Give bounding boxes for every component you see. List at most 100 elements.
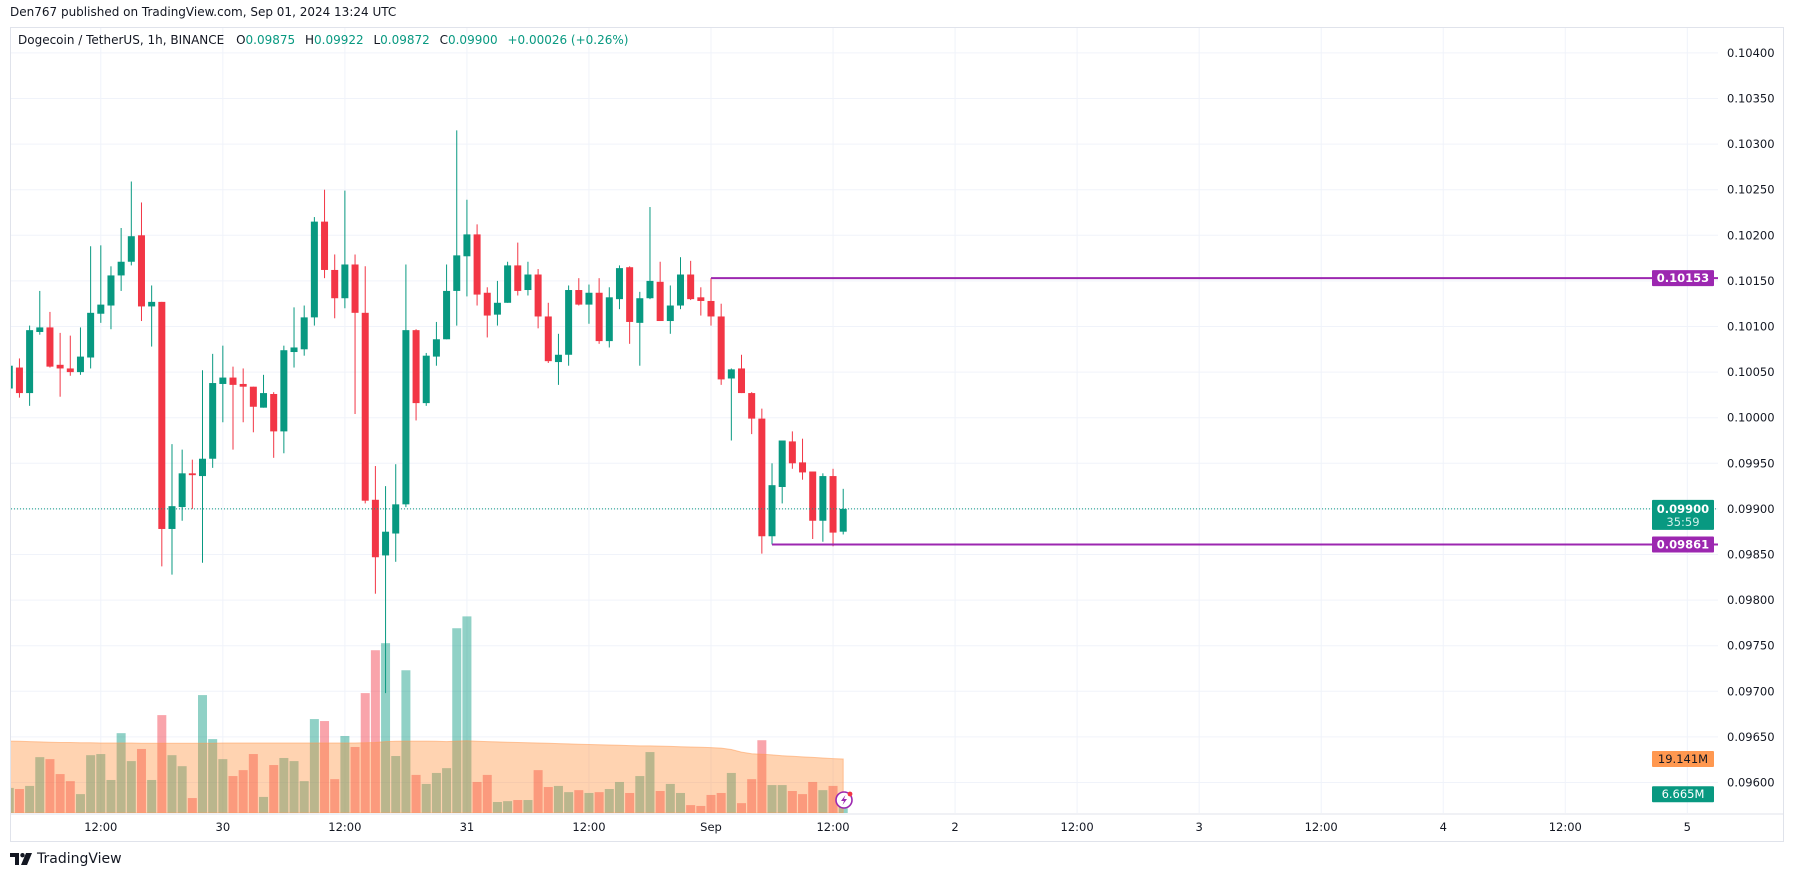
volume-bar [492,801,502,813]
candle-up [382,486,390,694]
lightning-icon[interactable] [835,791,853,809]
candle-up [422,352,430,406]
candle-up [310,217,318,326]
level-price-badge [1652,270,1714,287]
volume-bar [482,774,492,813]
candle-body [595,292,603,342]
volume-bar [248,754,258,813]
candle-down [656,261,664,322]
tradingview-brand[interactable]: TradingView [10,851,122,867]
price-tick-label: 0.10400 [1727,46,1775,60]
candle-down [331,254,339,319]
price-tick-label: 0.09800 [1727,593,1775,607]
candle-down [412,329,420,421]
candle-up [26,325,34,406]
candle-down [758,408,766,554]
candle-up [666,285,674,334]
candle-body [219,377,227,384]
close-label: C [439,33,448,47]
candle-down [544,302,552,363]
candle-down [361,266,369,504]
symbol-legend: Dogecoin / TetherUS, 1h, BINANCE O0.0987… [18,33,634,47]
volume-bar [472,781,482,813]
candle-up [168,444,176,575]
candle-body [778,440,786,488]
time-tick-label: 2 [951,820,958,834]
candle-body [493,302,501,315]
volume-bar [503,801,513,813]
candle-up [260,374,268,408]
candle-up [443,264,451,340]
change-value: +0.00026 (+0.26%) [507,33,629,47]
volume-bar [350,746,360,813]
candle-down [249,386,257,433]
last-price-label: 0.09900 [1657,502,1709,516]
volume-bar [65,781,75,813]
candle-body [666,305,674,322]
price-tick-label: 0.10000 [1727,411,1775,425]
candle-body [11,365,13,389]
volume-bar [96,754,106,813]
volume-label: 6.665M [1662,787,1705,801]
candle-body [188,473,196,476]
price-tick-label: 0.09650 [1727,730,1775,744]
symbol-name[interactable]: Dogecoin / TetherUS, 1h, BINANCE [18,33,225,47]
candle-body [392,504,400,534]
volume-bar [391,756,401,813]
volume-bar [452,628,462,813]
candle-down [829,468,837,547]
price-tick-label: 0.09700 [1727,684,1775,698]
candle-body [534,274,542,317]
candle-down [738,354,746,394]
candle-body [87,312,95,358]
volume-bar [431,772,441,813]
candle-down [473,224,481,306]
volume-bar [604,789,614,813]
price-tick-label: 0.10200 [1727,228,1775,242]
volume-bar [381,643,391,813]
candle-up [636,291,644,366]
volume-bar [330,779,340,813]
candle-body [819,476,827,521]
candle-down [321,189,329,279]
open-label: O [236,33,246,47]
volume-bar [553,785,563,813]
candle-body [554,354,562,363]
volume-bar [208,739,218,813]
high-label: H [304,33,314,47]
volume-badge [1652,786,1714,803]
candle-up [727,368,735,441]
brand-name: TradingView [37,851,122,867]
high-value: 0.09922 [314,33,364,47]
candle-down [483,287,491,338]
volume-bar [421,783,431,813]
volume-bar [299,781,309,813]
volume-bar [442,768,452,813]
volume-bar [614,781,624,813]
volume-bar [370,650,380,813]
candle-up [504,261,512,303]
candle-down [697,287,705,316]
candle-up [605,287,613,348]
time-tick-label: 12:00 [1305,820,1338,834]
candle-body [66,368,74,373]
candle-down [748,392,756,435]
price-tick-label: 0.09950 [1727,456,1775,470]
volume-bar [147,779,157,813]
volume-bar [726,772,736,813]
price-tick-label: 0.09600 [1727,776,1775,790]
candle-body [127,236,135,262]
candle-body [432,339,440,357]
time-tick-label: 12:00 [1061,820,1094,834]
candle-body [46,327,54,367]
candle-down [351,254,359,415]
candle-body [738,368,746,394]
volume-ma-label: 19.141M [1658,752,1708,766]
candle-body [799,462,807,473]
price-tick-label: 0.09850 [1727,548,1775,562]
volume-ma-badge [1652,751,1714,768]
candle-down [239,368,247,423]
candle-body [97,304,105,314]
candle-down [595,278,603,344]
